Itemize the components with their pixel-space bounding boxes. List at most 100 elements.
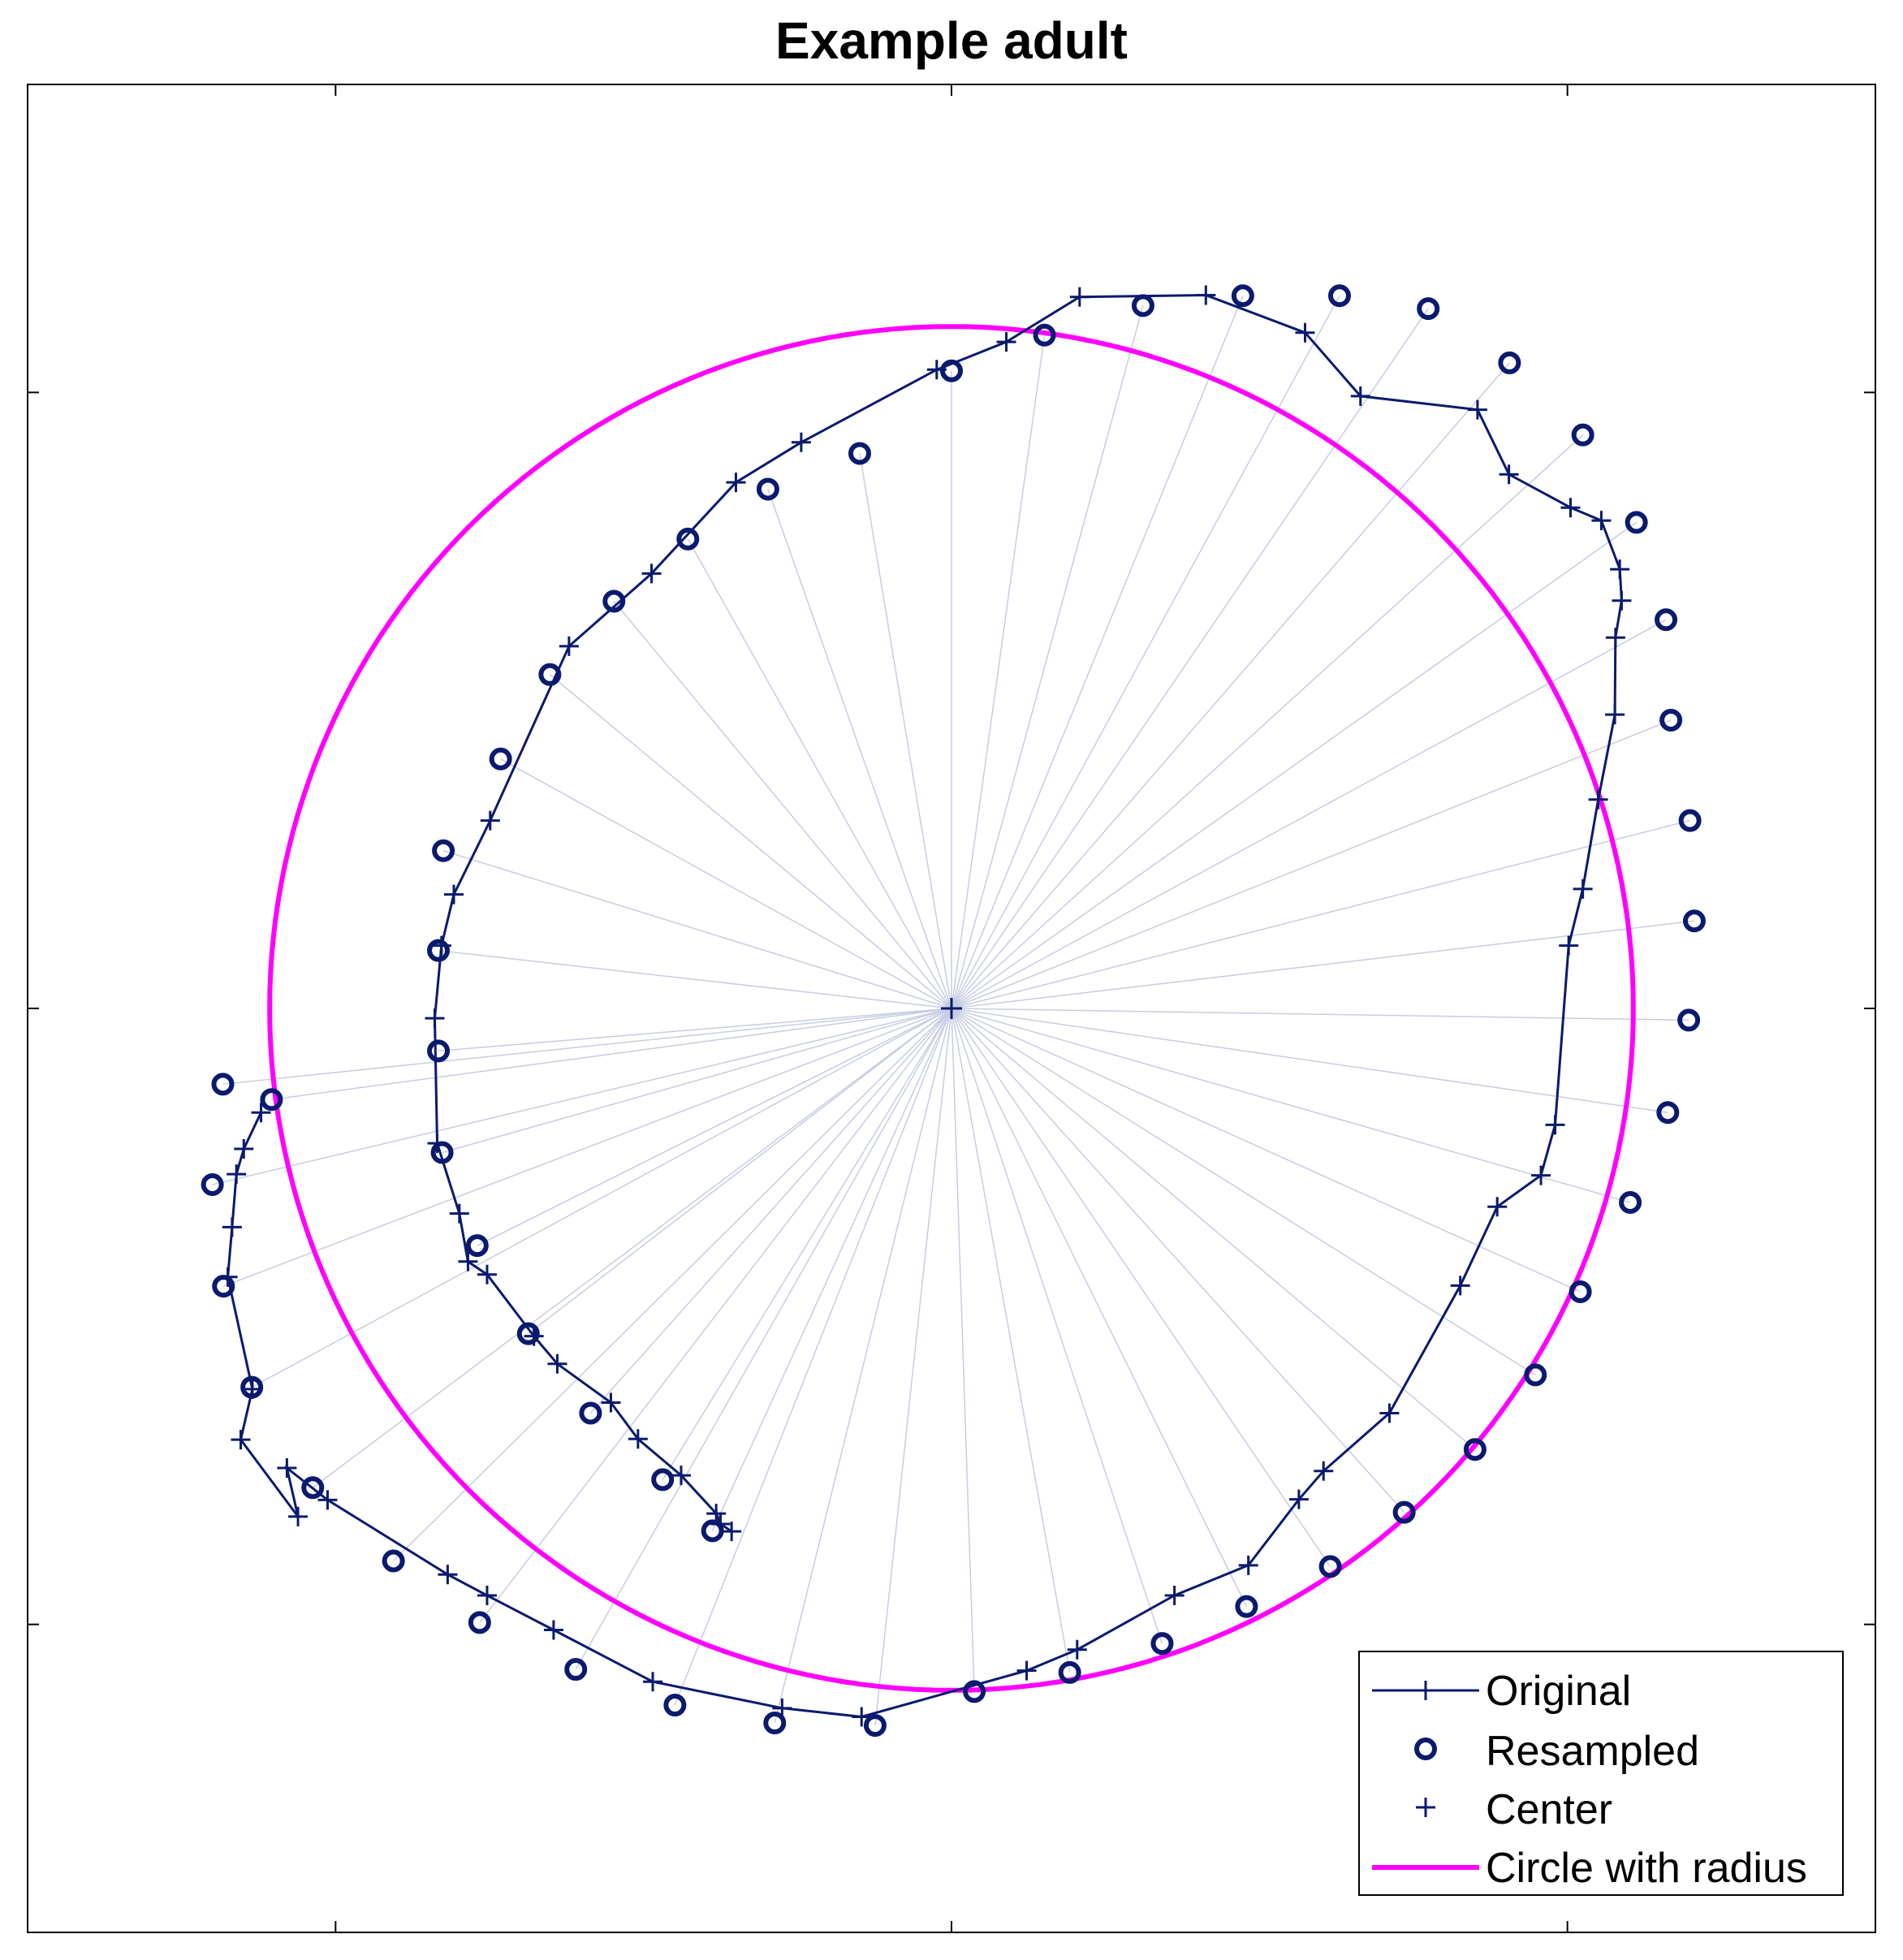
ray — [951, 1008, 1331, 1567]
ray — [951, 1008, 975, 1692]
original-point — [449, 1203, 469, 1224]
original-point — [425, 1008, 445, 1029]
original-point — [222, 1217, 242, 1237]
ray — [271, 1008, 952, 1101]
original-point — [671, 1466, 691, 1486]
ray — [222, 1008, 952, 1086]
ray — [951, 619, 1667, 1009]
center-marker — [941, 998, 962, 1019]
center-point — [941, 998, 962, 1019]
original-point — [288, 1506, 309, 1526]
resampled-point — [1619, 1190, 1642, 1214]
resampled-point — [1150, 1632, 1174, 1656]
resampled-point — [516, 1322, 540, 1345]
resampled-point — [564, 1658, 588, 1682]
ray — [951, 1008, 1071, 1673]
resampled-point — [538, 663, 562, 686]
original-point — [559, 636, 579, 656]
original-point — [1467, 399, 1487, 420]
resampled-point — [1231, 284, 1254, 308]
ray — [500, 758, 952, 1009]
original-point — [1605, 705, 1625, 725]
ray — [951, 308, 1429, 1009]
radius-circle — [267, 324, 1636, 1693]
ray — [951, 1008, 1668, 1113]
original-point — [227, 1164, 247, 1185]
original-point — [1559, 935, 1579, 956]
resampled-point — [1131, 294, 1154, 317]
resampled-point — [1327, 284, 1351, 308]
original-point — [641, 563, 662, 584]
legend-item-center: Center — [1416, 1786, 1612, 1833]
resampled-point — [465, 1234, 489, 1258]
original-point — [1588, 789, 1608, 809]
original-point — [277, 1457, 297, 1478]
resampled-point — [1463, 1438, 1487, 1461]
original-point — [1450, 1276, 1470, 1296]
legend: Original Resampled Center Circle with ra… — [1358, 1651, 1844, 1896]
resampled-point — [1656, 1101, 1680, 1125]
legend-label-resampled: Resampled — [1486, 1728, 1699, 1775]
ray — [951, 295, 1340, 1009]
resampled-point — [1625, 511, 1648, 534]
ray — [711, 1008, 952, 1531]
original-point — [1560, 498, 1581, 518]
ray — [951, 335, 1046, 1009]
original-point — [458, 1251, 478, 1271]
resampled-point — [260, 1088, 283, 1112]
ray — [951, 434, 1584, 1009]
resampled-point — [489, 747, 512, 771]
original-point — [1487, 1197, 1508, 1217]
original-point — [1612, 590, 1632, 611]
original-markers — [218, 285, 1632, 1727]
legend-box — [1358, 1651, 1844, 1896]
original-point — [1573, 879, 1593, 899]
original-point — [1499, 464, 1519, 485]
resampled-point — [1659, 708, 1683, 732]
resampled-point — [427, 1039, 451, 1063]
radial-rays — [212, 295, 1695, 1726]
original-point — [722, 1522, 742, 1542]
original-point — [643, 1672, 663, 1692]
resampled-point — [1318, 1555, 1342, 1578]
original-point — [1545, 1115, 1565, 1135]
ray — [442, 1008, 952, 1154]
resampled-point — [1655, 608, 1678, 632]
original-point — [1314, 1461, 1334, 1481]
original-point — [628, 1429, 648, 1449]
ray — [951, 1008, 1581, 1293]
original-point — [1531, 1165, 1551, 1185]
resampled-point — [1392, 1500, 1416, 1524]
original-point — [601, 1392, 621, 1413]
ray — [951, 1008, 1631, 1203]
resampled-point — [1235, 1595, 1258, 1618]
original-point — [1196, 285, 1216, 305]
resampled-point — [1678, 809, 1702, 832]
resampled-point — [427, 939, 451, 962]
resampled-point — [651, 1468, 675, 1492]
ray — [575, 1008, 952, 1670]
ray — [951, 1008, 1163, 1644]
ray — [528, 1008, 952, 1335]
ray — [477, 1008, 952, 1246]
original-point — [791, 432, 811, 452]
original-point — [1069, 287, 1090, 307]
original-point — [443, 884, 464, 904]
original-point — [231, 1430, 251, 1450]
resampled-point — [863, 1714, 887, 1738]
ray — [438, 1008, 952, 1052]
resampled-point — [676, 527, 700, 550]
original-point — [1610, 559, 1630, 580]
resampled-point — [1417, 297, 1440, 321]
original-point — [1067, 1639, 1087, 1660]
original-point — [317, 1490, 338, 1510]
original-point — [1350, 386, 1370, 406]
resampled-markers — [201, 284, 1706, 1738]
resampled-point — [1571, 423, 1594, 447]
resampled-point — [301, 1476, 325, 1500]
resampled-point — [1058, 1660, 1081, 1684]
ray — [774, 1008, 952, 1724]
ray — [589, 1008, 952, 1414]
legend-resampled-marker — [1414, 1738, 1437, 1760]
ray — [687, 538, 952, 1009]
